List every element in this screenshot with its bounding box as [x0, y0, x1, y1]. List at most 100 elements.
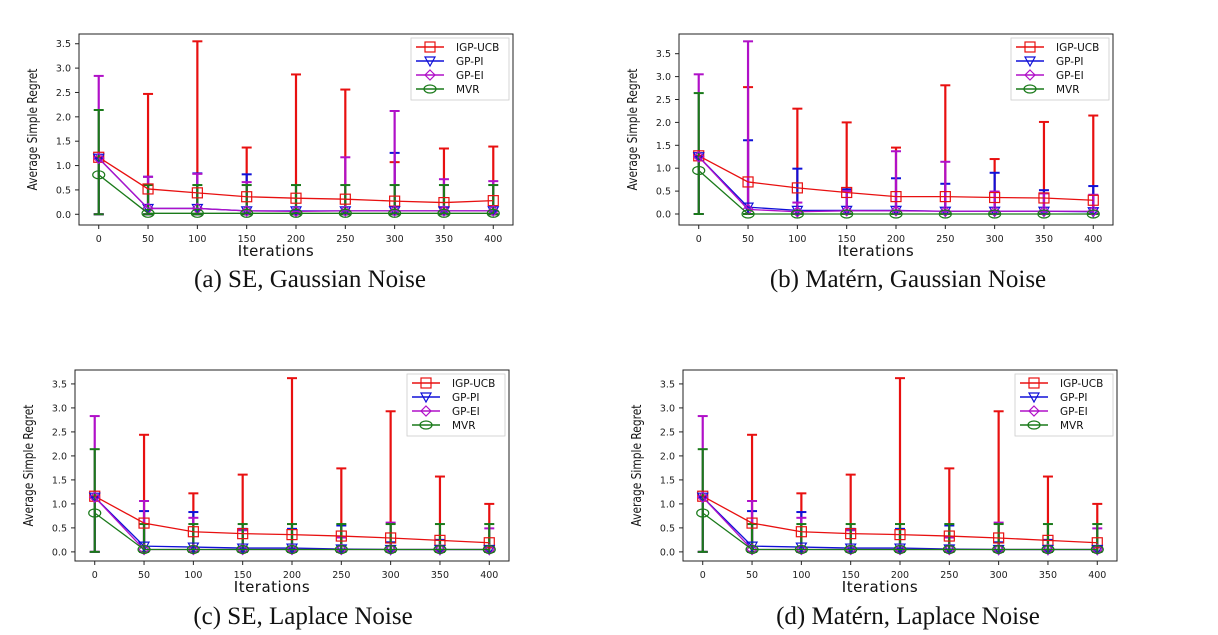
x-tick-label: 100: [788, 234, 806, 245]
data-point: [88, 491, 101, 504]
y-tick-label: 3.5: [52, 379, 67, 390]
series-line: [98, 156, 494, 204]
y-tick-label: 1.5: [56, 137, 71, 148]
data-point: [890, 204, 902, 217]
y-tick-label: 0.5: [656, 187, 671, 198]
y-tick-label: 3.0: [660, 403, 675, 414]
data-point: [438, 205, 450, 217]
y-tick-label: 2.5: [56, 88, 71, 99]
data-point: [840, 209, 854, 219]
legend-marker: [420, 377, 432, 389]
legend-marker: [1024, 69, 1036, 81]
x-tick-label: 350: [1035, 234, 1053, 245]
legend-label: MVR: [1056, 84, 1080, 96]
series-line-mvr: [88, 508, 496, 555]
x-tick-label: 0: [700, 570, 706, 581]
y-tick-label: 3.0: [656, 72, 671, 83]
data-point: [236, 544, 250, 555]
legend-label: GP-EI: [1056, 70, 1084, 82]
x-tick-label: 400: [1088, 570, 1106, 581]
legend-marker: [423, 84, 437, 94]
data-point: [992, 543, 1005, 556]
data-point: [988, 209, 1002, 219]
legend-marker: [419, 420, 433, 430]
data-point: [844, 544, 858, 555]
data-point: [437, 208, 451, 218]
data-point: [88, 508, 102, 518]
x-tick-label: 150: [238, 234, 256, 245]
y-tick-label: 3.5: [656, 49, 671, 60]
data-point: [1087, 194, 1099, 206]
legend-marker: [420, 405, 432, 417]
data-point: [795, 543, 808, 556]
y-tick-label: 3.5: [56, 39, 71, 50]
legend-label: MVR: [456, 84, 480, 96]
data-point: [236, 543, 249, 556]
data-point: [1091, 537, 1103, 549]
legend-label: GP-PI: [1060, 392, 1087, 404]
x-axis-label: Iterations: [234, 578, 310, 596]
data-point: [943, 543, 956, 556]
y-tick-label: 2.5: [660, 427, 675, 438]
data-point: [186, 544, 200, 555]
data-point: [487, 205, 500, 217]
data-point: [240, 205, 253, 217]
data-point: [844, 543, 857, 556]
data-point: [692, 165, 706, 176]
data-point: [237, 528, 249, 540]
series-line: [698, 155, 1094, 201]
chart-panel-a: 0.0 0.5 1.0 1.5 2.0 2.5 3.0 3.5 0 50 100 150 200 250 3…: [19, 30, 539, 270]
x-tick-label: 200: [887, 234, 905, 245]
x-tick-label: 50: [138, 570, 150, 581]
data-point: [790, 209, 804, 219]
data-point: [290, 192, 302, 204]
x-tick-label: 250: [332, 570, 350, 581]
data-point: [1086, 209, 1100, 219]
chart-d-svg: 0.0 0.5 1.0 1.5 2.0 2.5 3.0 3.5 0 50 100 150 200 250 3…: [629, 369, 1118, 596]
x-tick-label: 0: [96, 234, 102, 245]
x-tick-label: 400: [480, 570, 498, 581]
series-line-gp-ei: [692, 150, 1100, 218]
data-point: [1041, 544, 1055, 555]
series-line: [702, 512, 1098, 551]
series-line-igp-ucb: [697, 490, 1103, 549]
data-point: [438, 196, 450, 209]
x-tick-label: 400: [1084, 234, 1102, 245]
data-point: [190, 208, 204, 218]
data-point: [988, 205, 1001, 218]
data-point: [845, 528, 857, 540]
caption-b: (b) Matérn, Gaussian Noise: [769, 266, 1047, 293]
y-tick-label: 1.0: [52, 499, 67, 510]
data-point: [338, 208, 352, 218]
data-point: [893, 544, 907, 555]
series-line-igp-ucb: [93, 151, 499, 209]
legend-label: GP-EI: [1060, 406, 1088, 418]
data-point: [1037, 209, 1051, 219]
caption-c: (c) SE, Laplace Noise: [193, 603, 413, 630]
legend-label: MVR: [452, 420, 476, 432]
x-tick-label: 150: [838, 234, 856, 245]
y-tick-label: 0.0: [656, 210, 671, 221]
x-tick-label: 350: [1039, 570, 1057, 581]
data-point: [840, 204, 853, 217]
series-line: [94, 495, 490, 544]
data-point: [696, 491, 709, 504]
x-tick-label: 300: [990, 570, 1008, 581]
data-point: [894, 543, 906, 556]
data-point: [286, 529, 298, 541]
data-point: [890, 191, 902, 203]
series-line-mvr: [692, 165, 1100, 219]
y-tick-label: 1.0: [656, 164, 671, 175]
caption-d: (d) Matérn, Laplace Noise: [776, 603, 1040, 630]
y-tick-label: 2.5: [52, 427, 67, 438]
y-tick-label: 0.5: [56, 185, 71, 196]
legend-label: GP-EI: [452, 406, 480, 418]
data-point: [191, 187, 203, 199]
data-point: [1087, 207, 1100, 218]
x-tick-label: 150: [842, 570, 860, 581]
data-point: [696, 508, 710, 518]
data-point: [939, 205, 952, 218]
data-point: [745, 544, 759, 555]
y-tick-label: 2.0: [56, 112, 71, 123]
data-point: [142, 183, 154, 195]
